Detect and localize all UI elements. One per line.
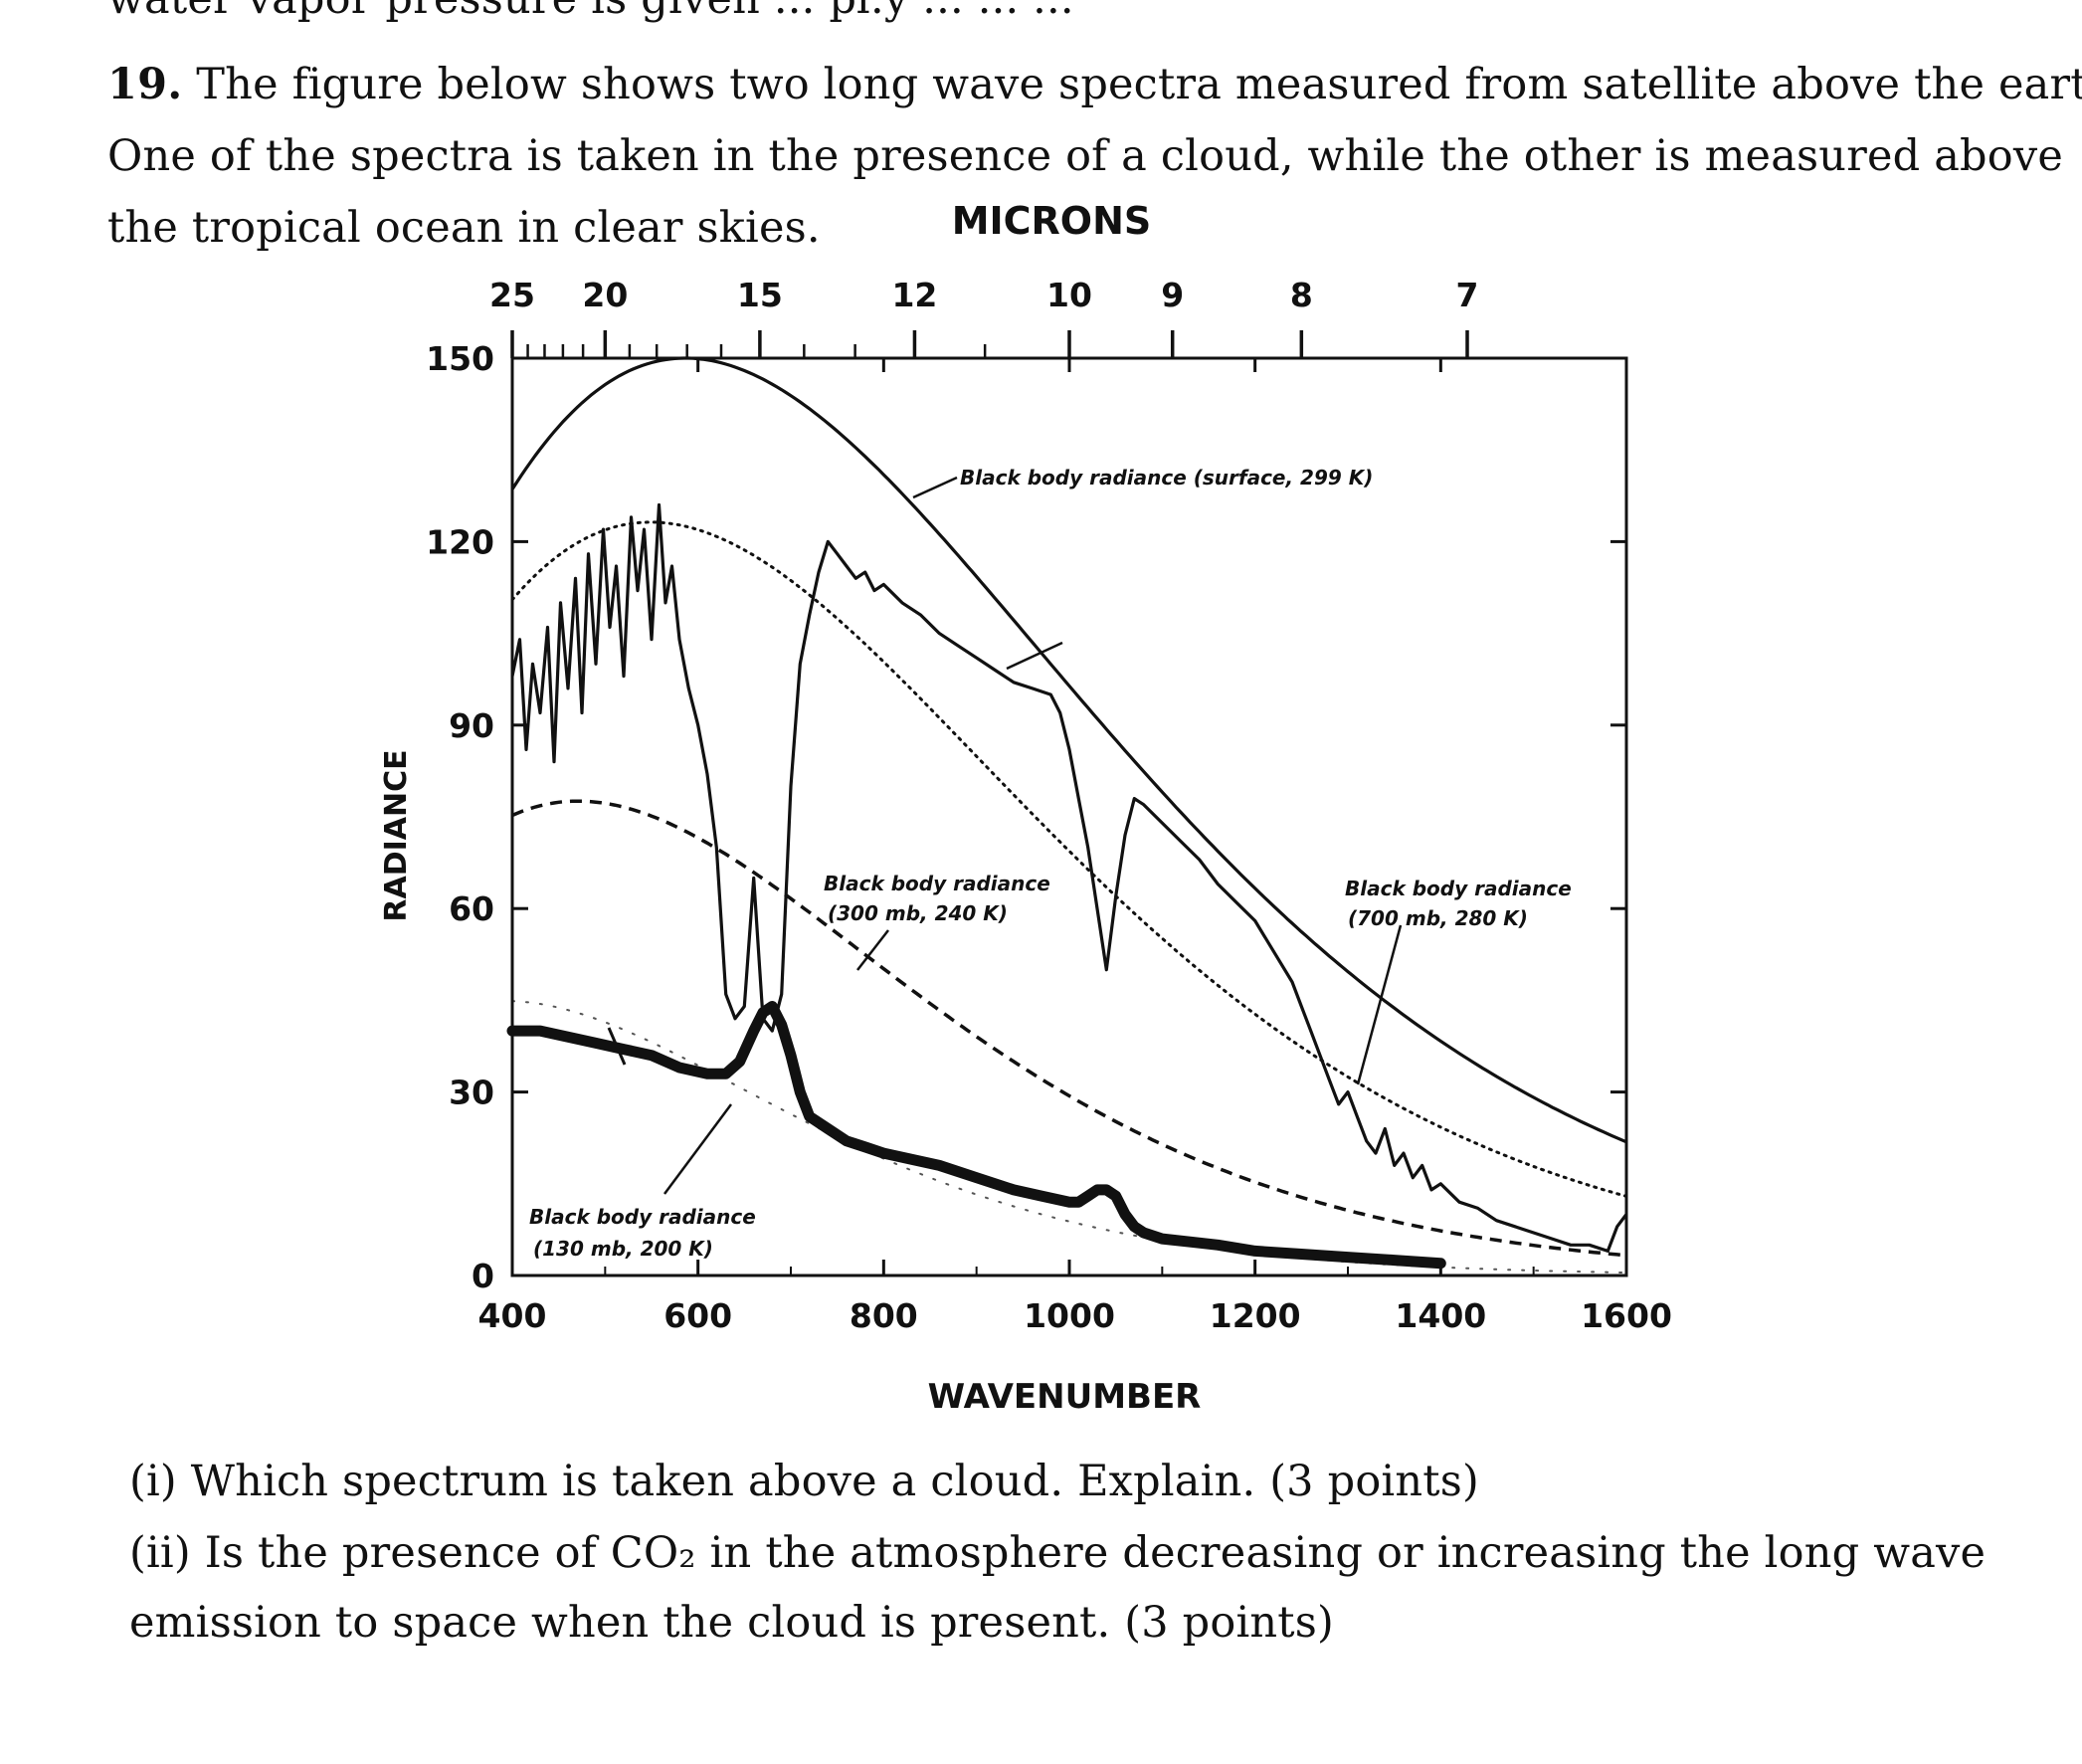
stray-mark-surface xyxy=(1006,641,1063,671)
series-lines xyxy=(506,356,1628,1274)
annotation-240k-line1: Black body radiance xyxy=(824,872,1050,895)
annotation-200k-pointer xyxy=(662,1103,733,1195)
series-thick-cloudy xyxy=(506,1001,1446,1270)
y-tick-label: 150 xyxy=(426,339,494,378)
series-dashed xyxy=(511,799,1627,1258)
annotation-240k-pointer xyxy=(856,929,889,971)
top-tick-label: 9 xyxy=(1161,276,1184,314)
annotation-280k-line2: (700 mb, 280 K) xyxy=(1348,906,1528,930)
x-tick-label: 1200 xyxy=(1210,1296,1301,1335)
question-line-1: 19. The figure below shows two long wave… xyxy=(107,60,2082,109)
annotation-200k-line1: Black body radiance xyxy=(529,1205,756,1229)
plot-frame xyxy=(510,356,1628,1277)
stray-marks xyxy=(607,641,1063,1066)
x-tick-label: 1400 xyxy=(1395,1296,1486,1335)
top-axis-title: MICRONS xyxy=(952,199,1152,243)
cut-off-previous-line: water vapor pressure is given ... pl.y .… xyxy=(107,0,1074,24)
x-tick-label: 1000 xyxy=(1024,1296,1115,1335)
annotation-280k-line1: Black body radiance xyxy=(1345,877,1572,900)
annotation-280k-pointer xyxy=(1356,924,1403,1085)
series-dotted xyxy=(510,520,1628,1198)
top-tick-label: 15 xyxy=(737,276,783,314)
top-tick-label: 10 xyxy=(1046,276,1092,314)
question-line-2: One of the spectra is taken in the prese… xyxy=(107,131,2063,181)
y-tick-label: 60 xyxy=(449,889,494,928)
question-line-3: the tropical ocean in clear skies. xyxy=(107,203,821,253)
annotation-200k: Black body radiance (130 mb, 200 K) xyxy=(529,1103,756,1261)
top-tick-label: 12 xyxy=(891,276,937,314)
series-jagged-clear-sky xyxy=(510,502,1628,1253)
y-tick-label: 120 xyxy=(426,522,494,561)
y-tick-label: 90 xyxy=(449,706,494,745)
y-tick-label: 30 xyxy=(449,1074,494,1112)
annotation-surface-pointer xyxy=(912,476,958,499)
x-tick-label: 800 xyxy=(850,1296,918,1335)
axis-ticks: 400 600 800 1000 1200 1400 1600 0 30 60 90 120 150 25… xyxy=(426,276,1672,1335)
y-tick-label: 0 xyxy=(472,1257,494,1295)
annotation-surface: Black body radiance (surface, 299 K) xyxy=(912,466,1373,499)
sub-question-ii-line-2: emission to space when the cloud is pres… xyxy=(129,1598,1335,1648)
top-tick-label: 25 xyxy=(489,276,535,314)
x-tick-label: 600 xyxy=(663,1296,732,1335)
annotation-surface-text: Black body radiance (surface, 299 K) xyxy=(960,466,1373,490)
annotation-200k-line2: (130 mb, 200 K) xyxy=(533,1237,713,1261)
top-tick-label: 7 xyxy=(1456,276,1479,314)
annotation-240k-line2: (300 mb, 240 K) xyxy=(828,901,1008,925)
top-tick-label: 20 xyxy=(582,276,628,314)
sub-question-ii-line-1: (ii) Is the presence of CO₂ in the atmos… xyxy=(129,1528,1987,1578)
x-tick-label: 1600 xyxy=(1581,1296,1672,1335)
question-text-1: The figure below shows two long wave spe… xyxy=(196,60,2082,109)
sub-question-i: (i) Which spectrum is taken above a clou… xyxy=(129,1457,1479,1506)
x-tick-label: 400 xyxy=(478,1296,547,1335)
question-number: 19. xyxy=(107,60,183,109)
stray-mark-cloudy xyxy=(607,1027,627,1066)
x-axis-title: WAVENUMBER xyxy=(928,1377,1202,1417)
annotation-240k: Black body radiance (300 mb, 240 K) xyxy=(824,872,1050,971)
top-tick-label: 8 xyxy=(1290,276,1313,314)
y-axis-title: RADIANCE xyxy=(379,749,414,921)
annotation-280k: Black body radiance (700 mb, 280 K) xyxy=(1345,877,1572,1085)
